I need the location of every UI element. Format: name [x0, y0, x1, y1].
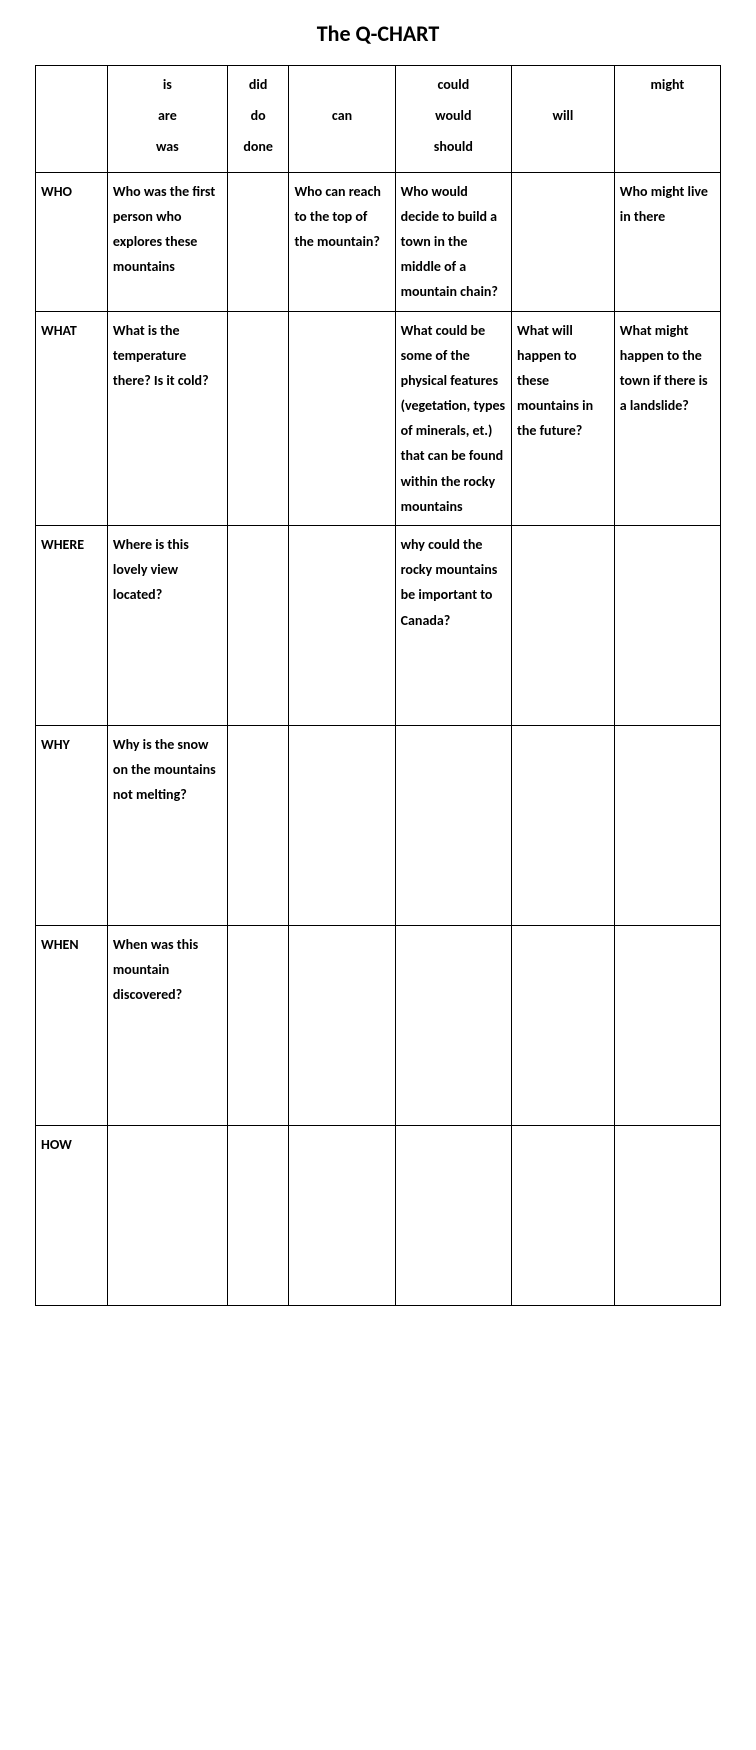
- cell-who-c6: Who might live in there: [614, 172, 720, 311]
- row-who: WHO Who was the first person who explore…: [36, 172, 721, 311]
- row-what: WHAT What is the temperature there? Is i…: [36, 311, 721, 526]
- header-could-would-should: could would should: [395, 66, 511, 173]
- cell-why-c5: [512, 726, 615, 926]
- header-did-do-done: did do done: [227, 66, 289, 173]
- cell-who-c1: Who was the first person who explores th…: [107, 172, 227, 311]
- cell-when-c1: When was this mountain discovered?: [107, 926, 227, 1126]
- cell-what-c2: [227, 311, 289, 526]
- row-label-where: WHERE: [36, 526, 108, 726]
- header-word: are: [110, 103, 225, 128]
- row-label-how: HOW: [36, 1126, 108, 1306]
- header-word: would: [398, 103, 509, 128]
- cell-why-c1: Why is the snow on the mountains not mel…: [107, 726, 227, 926]
- cell-where-c6: [614, 526, 720, 726]
- header-will: will: [512, 66, 615, 173]
- cell-how-c5: [512, 1126, 615, 1306]
- header-word: will: [514, 103, 612, 128]
- header-row: is are was did do done can could would s…: [36, 66, 721, 173]
- header-word: do: [230, 103, 287, 128]
- q-chart-table: is are was did do done can could would s…: [35, 65, 721, 1306]
- row-label-when: WHEN: [36, 926, 108, 1126]
- header-word: done: [230, 134, 287, 159]
- cell-when-c5: [512, 926, 615, 1126]
- cell-how-c6: [614, 1126, 720, 1306]
- cell-what-c5: What will happen to these mountains in t…: [512, 311, 615, 526]
- cell-why-c4: [395, 726, 511, 926]
- header-word: could: [398, 72, 509, 97]
- cell-how-c2: [227, 1126, 289, 1306]
- row-label-why: WHY: [36, 726, 108, 926]
- cell-who-c2: [227, 172, 289, 311]
- cell-how-c1: [107, 1126, 227, 1306]
- cell-where-c2: [227, 526, 289, 726]
- header-word: can: [291, 103, 392, 128]
- row-how: HOW: [36, 1126, 721, 1306]
- cell-how-c3: [289, 1126, 395, 1306]
- row-label-what: WHAT: [36, 311, 108, 526]
- page-title: The Q-CHART: [35, 20, 721, 47]
- row-when: WHEN When was this mountain discovered?: [36, 926, 721, 1126]
- cell-what-c4: What could be some of the physical featu…: [395, 311, 511, 526]
- header-word: might: [617, 72, 718, 97]
- cell-where-c1: Where is this lovely view located?: [107, 526, 227, 726]
- header-is-are-was: is are was: [107, 66, 227, 173]
- header-word: should: [398, 134, 509, 159]
- cell-who-c3: Who can reach to the top of the mountain…: [289, 172, 395, 311]
- header-can: can: [289, 66, 395, 173]
- header-blank: [36, 66, 108, 173]
- header-word: is: [110, 72, 225, 97]
- cell-when-c3: [289, 926, 395, 1126]
- header-might: might: [614, 66, 720, 173]
- header-word: was: [110, 134, 225, 159]
- cell-when-c6: [614, 926, 720, 1126]
- cell-what-c6: What might happen to the town if there i…: [614, 311, 720, 526]
- row-where: WHERE Where is this lovely view located?…: [36, 526, 721, 726]
- cell-where-c3: [289, 526, 395, 726]
- cell-why-c3: [289, 726, 395, 926]
- cell-how-c4: [395, 1126, 511, 1306]
- cell-what-c1: What is the temperature there? Is it col…: [107, 311, 227, 526]
- cell-who-c4: Who would decide to build a town in the …: [395, 172, 511, 311]
- row-why: WHY Why is the snow on the mountains not…: [36, 726, 721, 926]
- cell-when-c4: [395, 926, 511, 1126]
- cell-who-c5: [512, 172, 615, 311]
- cell-when-c2: [227, 926, 289, 1126]
- header-word: did: [230, 72, 287, 97]
- cell-why-c6: [614, 726, 720, 926]
- cell-why-c2: [227, 726, 289, 926]
- cell-what-c3: [289, 311, 395, 526]
- row-label-who: WHO: [36, 172, 108, 311]
- cell-where-c4: why could the rocky mountains be importa…: [395, 526, 511, 726]
- cell-where-c5: [512, 526, 615, 726]
